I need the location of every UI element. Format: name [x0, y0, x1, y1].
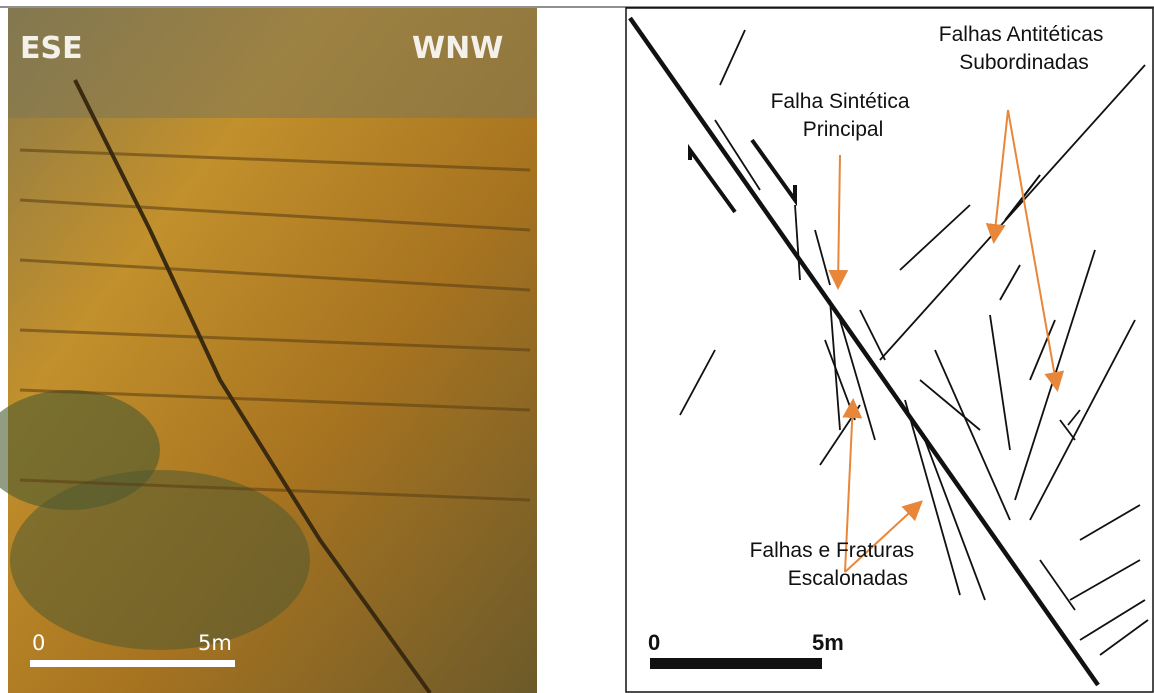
scale-bar — [30, 660, 235, 667]
sketch: Falhas Antitéticas Subordinadas Falha Si… — [625, 7, 1154, 693]
label-line: Principal — [803, 118, 884, 141]
label-line: Falhas Antitéticas — [939, 23, 1104, 46]
orientation-label: ESE — [20, 31, 83, 66]
annotation: Falha Sintética Principal — [771, 90, 916, 141]
label-line: Falhas e Fraturas — [750, 539, 915, 562]
main-fault — [628, 16, 1100, 687]
scale-label: 5m — [198, 631, 232, 655]
photo: ESE WNW 0 5m — [0, 8, 537, 693]
annotation: Falhas e Fraturas Escalonadas — [750, 539, 920, 590]
scale-label: 0 — [648, 630, 660, 655]
label-line: Falha Sintética — [771, 90, 910, 113]
annotation: Falhas Antitéticas Subordinadas — [939, 23, 1109, 74]
scale-label: 0 — [32, 631, 45, 655]
label-line: Subordinadas — [959, 51, 1089, 74]
scale-bar — [650, 658, 822, 669]
label-line: Escalonadas — [788, 567, 908, 590]
scale-label: 5m — [812, 630, 844, 655]
orientation-label: WNW — [412, 31, 503, 66]
